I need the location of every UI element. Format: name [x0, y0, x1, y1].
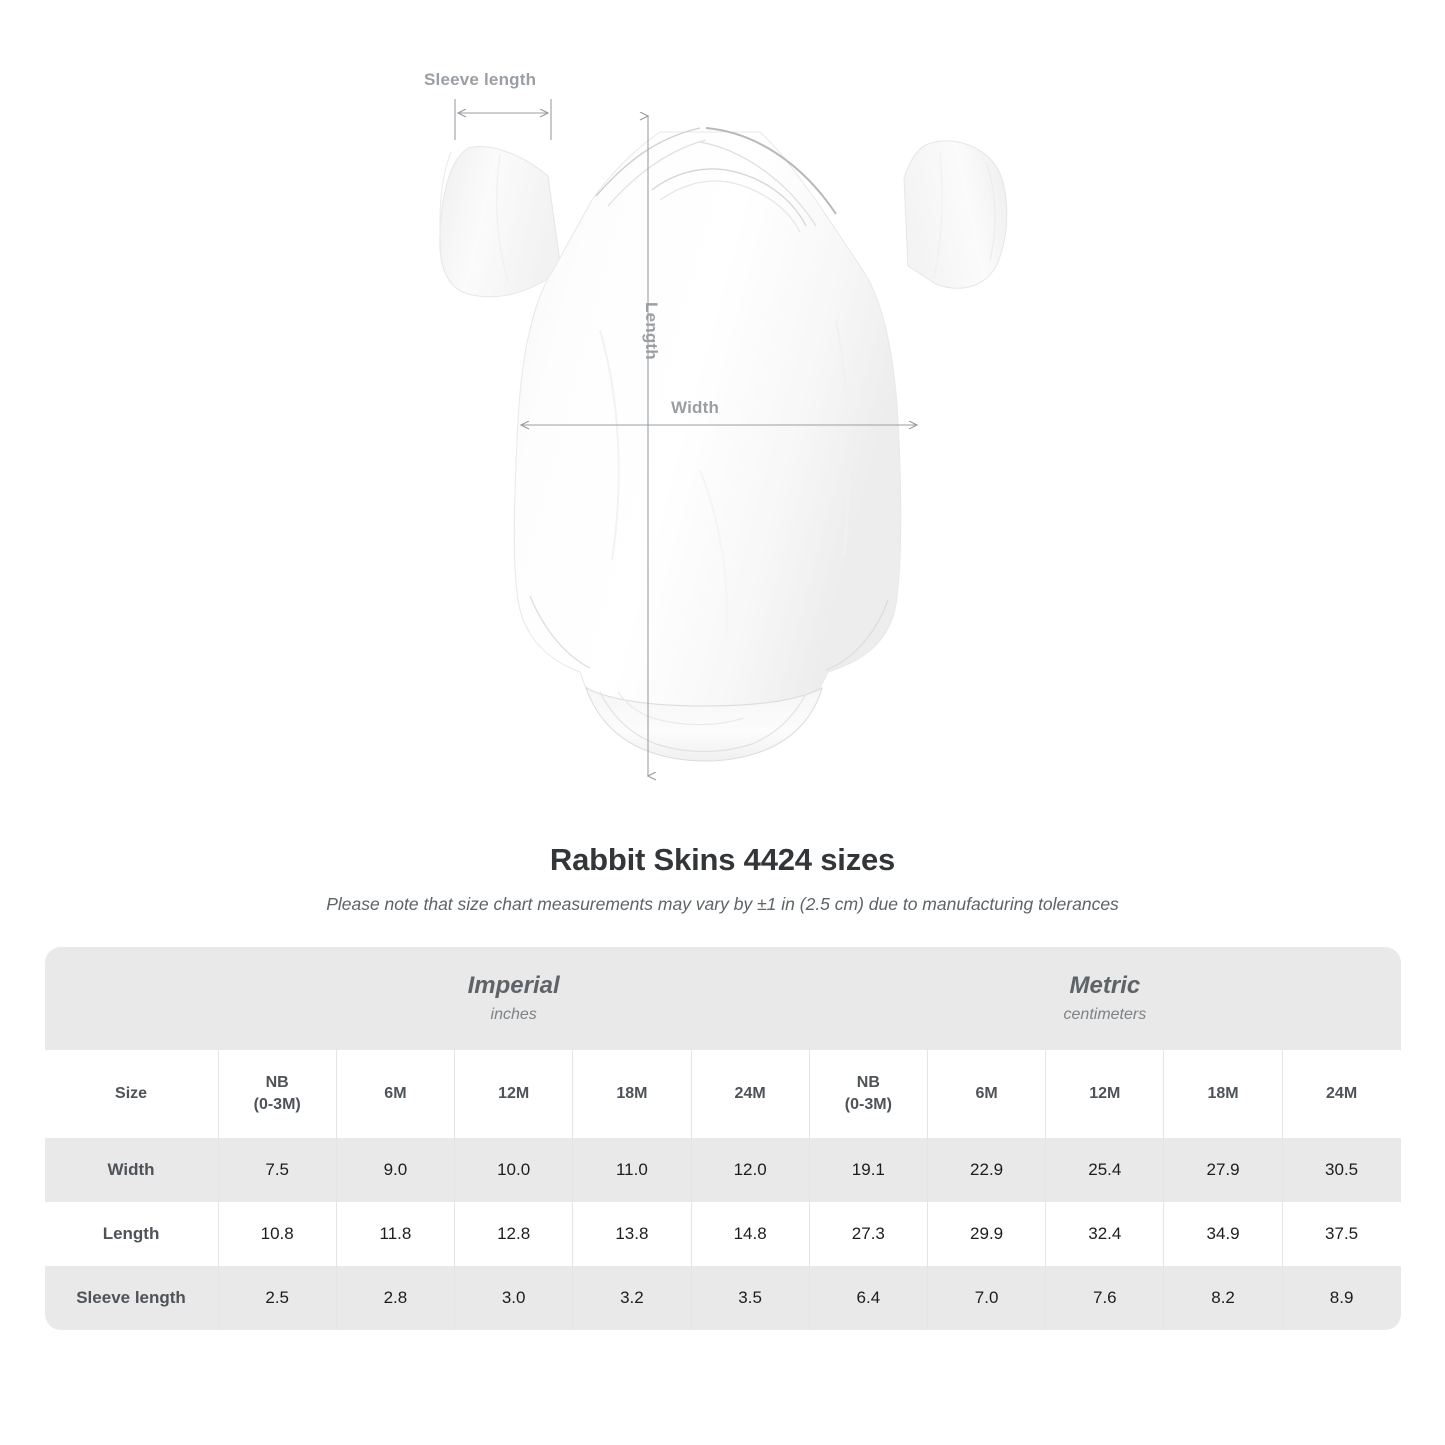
cell-length-metric-6m: 29.9: [926, 1202, 1046, 1266]
left-sleeve: [439, 146, 561, 298]
unit-row-spacer: [44, 947, 219, 1050]
cell-width-metric-18m: 27.9: [1163, 1138, 1283, 1202]
cell-length-imperial-24m: 14.8: [690, 1202, 810, 1266]
cell-length-imperial-6m: 11.8: [335, 1202, 455, 1266]
cell-length-imperial-12m: 12.8: [454, 1202, 573, 1266]
cell-width-imperial-6m: 9.0: [335, 1138, 455, 1202]
size-header-row: Size NB (0-3M) 6M 12M 18M 24M NB (0-3M) …: [44, 1050, 1401, 1138]
cell-length-imperial-18m: 13.8: [572, 1202, 691, 1266]
size-chart-table: Imperial inches Metric centimeters Size …: [44, 947, 1401, 1330]
right-sleeve: [903, 140, 1008, 289]
imperial-unit-header: Imperial inches: [218, 947, 810, 1050]
tolerance-note: Please note that size chart measurements…: [326, 894, 1119, 914]
cell-sleeve-metric-18m: 8.2: [1163, 1266, 1283, 1330]
row-label-width: Width: [44, 1138, 219, 1202]
cell-width-imperial-24m: 12.0: [690, 1138, 810, 1202]
cell-width-metric-24m: 30.5: [1281, 1138, 1401, 1202]
metric-sublabel: centimeters: [1063, 1006, 1147, 1023]
cell-width-metric-12m: 25.4: [1045, 1138, 1164, 1202]
cell-width-metric-nb: 19.1: [808, 1138, 928, 1202]
row-label-sleeve-length: Sleeve length: [44, 1266, 219, 1330]
cell-sleeve-imperial-18m: 3.2: [572, 1266, 691, 1330]
cell-length-imperial-nb: 10.8: [217, 1202, 337, 1266]
cell-sleeve-metric-24m: 8.9: [1281, 1266, 1401, 1330]
column-header-imperial-nb: NB (0-3M): [217, 1050, 337, 1138]
column-header-metric-12m: 12M: [1045, 1050, 1164, 1138]
sleeve-length-dimension-label: Sleeve length: [424, 70, 537, 89]
cell-width-imperial-12m: 10.0: [454, 1138, 573, 1202]
title-block: Rabbit Skins 4424 sizes Please note that…: [0, 842, 1445, 915]
column-header-main: NB: [856, 1074, 880, 1092]
bodysuit-diagram-svg: [439, 99, 1008, 820]
table-row: Sleeve length 2.5 2.8 3.0 3.2 3.5 6.4 7.…: [44, 1266, 1401, 1330]
cell-length-metric-18m: 34.9: [1163, 1202, 1283, 1266]
column-header-imperial-24m: 24M: [690, 1050, 810, 1138]
dimension-lines: [454, 99, 917, 776]
row-label-length: Length: [44, 1202, 219, 1266]
column-header-metric-6m: 6M: [926, 1050, 1046, 1138]
imperial-sublabel: inches: [490, 1006, 537, 1023]
imperial-label: Imperial: [467, 972, 560, 999]
column-header-main: NB: [265, 1074, 289, 1092]
cell-width-metric-6m: 22.9: [926, 1138, 1046, 1202]
bodysuit-body: [513, 127, 902, 707]
size-chart-table-container: Imperial inches Metric centimeters Size …: [44, 947, 1401, 1330]
table-row: Length 10.8 11.8 12.8 13.8 14.8 27.3 29.…: [44, 1202, 1401, 1266]
column-header-metric-nb: NB (0-3M): [808, 1050, 928, 1138]
cell-length-metric-nb: 27.3: [808, 1202, 928, 1266]
column-header-imperial-6m: 6M: [335, 1050, 455, 1138]
column-header-sub: (0-3M): [844, 1096, 892, 1113]
cell-width-imperial-nb: 7.5: [217, 1138, 337, 1202]
cell-length-metric-24m: 37.5: [1281, 1202, 1401, 1266]
cell-sleeve-metric-nb: 6.4: [808, 1266, 928, 1330]
column-header-metric-24m: 24M: [1281, 1050, 1401, 1138]
cell-sleeve-imperial-nb: 2.5: [217, 1266, 337, 1330]
garment-illustration: Sleeve length Width Length: [424, 70, 1008, 820]
cell-sleeve-imperial-12m: 3.0: [454, 1266, 573, 1330]
column-header-imperial-18m: 18M: [572, 1050, 691, 1138]
cell-sleeve-metric-6m: 7.0: [926, 1266, 1046, 1330]
length-dimension-label: Length: [642, 302, 661, 360]
column-header-imperial-12m: 12M: [454, 1050, 573, 1138]
page-title: Rabbit Skins 4424 sizes: [549, 842, 896, 877]
width-dimension-label: Width: [671, 398, 720, 417]
column-header-metric-18m: 18M: [1163, 1050, 1283, 1138]
table-row: Width 7.5 9.0 10.0 11.0 12.0 19.1 22.9 2…: [44, 1138, 1401, 1202]
size-column-header: Size: [44, 1050, 219, 1138]
column-header-sub: (0-3M): [253, 1096, 301, 1113]
cell-sleeve-imperial-24m: 3.5: [690, 1266, 810, 1330]
unit-system-row: Imperial inches Metric centimeters: [44, 947, 1401, 1050]
metric-unit-header: Metric centimeters: [809, 947, 1401, 1050]
cell-sleeve-imperial-6m: 2.8: [335, 1266, 455, 1330]
metric-label: Metric: [1069, 972, 1141, 999]
cell-width-imperial-18m: 11.0: [572, 1138, 691, 1202]
cell-sleeve-metric-12m: 7.6: [1045, 1266, 1164, 1330]
cell-length-metric-12m: 32.4: [1045, 1202, 1164, 1266]
